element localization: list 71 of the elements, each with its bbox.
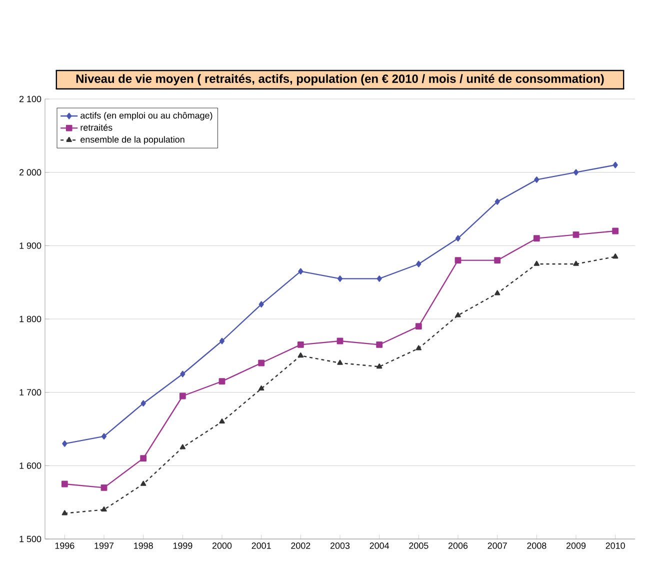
x-tick-label: 2005 xyxy=(409,542,428,549)
x-tick-label: 2009 xyxy=(566,542,586,549)
point xyxy=(612,253,618,259)
point xyxy=(416,260,422,268)
y-tick-label: 1 900 xyxy=(20,242,42,249)
point xyxy=(100,484,108,491)
point xyxy=(219,418,225,424)
x-tick-label: 2000 xyxy=(212,542,232,549)
x-tick-label: 1996 xyxy=(55,542,74,549)
point xyxy=(298,268,304,275)
point xyxy=(180,444,186,450)
point xyxy=(258,360,265,366)
x-tick-label: 2003 xyxy=(330,542,350,549)
legend-label: actifs (en emploi ou au chômage) xyxy=(80,112,212,120)
point xyxy=(258,385,264,391)
point xyxy=(494,290,500,296)
point xyxy=(337,360,343,365)
x-tick-label: 2002 xyxy=(291,542,310,549)
point xyxy=(62,510,68,516)
point xyxy=(455,312,461,318)
y-tick-label: 2 000 xyxy=(19,169,42,176)
point xyxy=(298,352,304,358)
point xyxy=(140,400,146,407)
x-tick-label: 1998 xyxy=(134,542,153,549)
point xyxy=(376,341,383,348)
y-tick-label: 2 100 xyxy=(19,96,42,102)
point xyxy=(612,228,619,234)
point xyxy=(455,235,461,242)
point xyxy=(376,275,382,282)
x-tick-label: 1997 xyxy=(94,542,114,549)
y-tick-label: 1 600 xyxy=(20,462,42,469)
point xyxy=(336,338,344,344)
x-tick-label: 2008 xyxy=(527,542,546,549)
point xyxy=(61,480,68,488)
point xyxy=(612,162,618,168)
legend-label: retraités xyxy=(80,124,112,131)
x-tick-label: 2004 xyxy=(370,542,390,549)
point xyxy=(140,480,146,486)
chart-title: Niveau de vie moyen ( retraités, actifs, population (en € 2010 / mois / unité de consommation) xyxy=(76,74,604,86)
point xyxy=(534,176,540,183)
x-tick-label: 2010 xyxy=(606,542,625,549)
point xyxy=(179,392,186,400)
point xyxy=(297,341,304,348)
point xyxy=(534,260,540,266)
point xyxy=(454,257,462,264)
x-tick-label: 1999 xyxy=(173,542,192,549)
point xyxy=(415,323,422,330)
y-tick-label: 1 500 xyxy=(20,536,42,542)
point xyxy=(494,198,500,205)
x-tick-label: 2001 xyxy=(252,542,271,549)
y-tick-label: 1 700 xyxy=(20,389,42,396)
point xyxy=(140,455,147,462)
point xyxy=(219,338,225,344)
point xyxy=(376,363,382,369)
point xyxy=(101,506,107,512)
point xyxy=(258,301,264,308)
point xyxy=(218,378,226,385)
point xyxy=(416,345,422,350)
point xyxy=(573,260,579,266)
point xyxy=(101,433,107,440)
point xyxy=(572,231,580,238)
point xyxy=(337,275,343,282)
point xyxy=(62,440,68,447)
point xyxy=(533,235,540,242)
point xyxy=(573,169,579,176)
point xyxy=(180,370,186,378)
y-tick-label: 1 800 xyxy=(20,316,42,322)
legend-label: ensemble de la population xyxy=(80,136,184,144)
x-tick-label: 2007 xyxy=(488,542,507,549)
point xyxy=(494,257,501,264)
x-tick-label: 2006 xyxy=(448,542,468,549)
